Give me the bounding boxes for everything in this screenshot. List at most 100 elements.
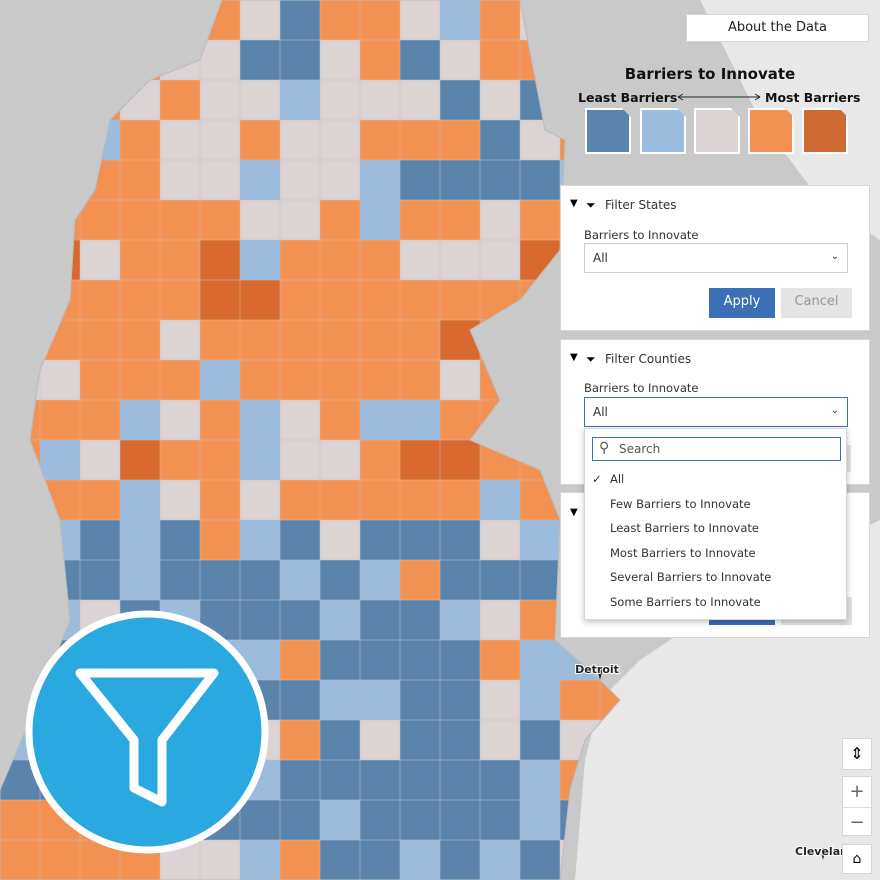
county[interactable] (159, 399, 202, 442)
collapse-icon[interactable]: ▼ (570, 507, 578, 518)
county[interactable] (319, 639, 362, 682)
county[interactable] (79, 559, 122, 602)
county[interactable] (439, 359, 482, 402)
county[interactable] (439, 599, 482, 642)
county[interactable] (439, 519, 482, 562)
county[interactable] (319, 359, 362, 402)
county[interactable] (519, 759, 562, 802)
county[interactable] (279, 39, 322, 82)
county[interactable] (319, 719, 362, 762)
county[interactable] (479, 119, 522, 162)
county[interactable] (199, 279, 242, 322)
county[interactable] (319, 319, 362, 362)
county[interactable] (119, 439, 162, 482)
county[interactable] (239, 0, 282, 42)
county[interactable] (159, 519, 202, 562)
county[interactable] (239, 399, 282, 442)
county[interactable] (239, 39, 282, 82)
search-input[interactable]: ⚲ Search (592, 437, 841, 461)
county[interactable] (279, 679, 322, 722)
county[interactable] (399, 39, 442, 82)
county[interactable] (519, 199, 562, 242)
county[interactable] (519, 839, 562, 880)
county[interactable] (359, 759, 402, 802)
county[interactable] (479, 39, 522, 82)
dropdown-option[interactable]: Some Barriers to Innovate (610, 595, 761, 609)
county[interactable] (399, 159, 442, 202)
county[interactable] (239, 439, 282, 482)
county[interactable] (79, 359, 122, 402)
county[interactable] (399, 359, 442, 402)
county[interactable] (439, 0, 482, 42)
county[interactable] (319, 839, 362, 880)
county[interactable] (119, 359, 162, 402)
select[interactable]: All ⌄ (584, 397, 848, 427)
county[interactable] (79, 479, 122, 522)
county[interactable] (159, 119, 202, 162)
county[interactable] (359, 639, 402, 682)
county[interactable] (439, 479, 482, 522)
county[interactable] (519, 679, 562, 722)
county[interactable] (239, 839, 282, 880)
county[interactable] (159, 79, 202, 122)
about-button[interactable]: About the Data (686, 14, 869, 42)
county[interactable] (319, 119, 362, 162)
county[interactable] (399, 119, 442, 162)
county[interactable] (119, 519, 162, 562)
county[interactable] (359, 839, 402, 880)
county[interactable] (199, 39, 242, 82)
county[interactable] (359, 719, 402, 762)
county[interactable] (439, 79, 482, 122)
county[interactable] (199, 519, 242, 562)
county[interactable] (399, 0, 442, 42)
county[interactable] (199, 359, 242, 402)
county[interactable] (199, 239, 242, 282)
county[interactable] (279, 439, 322, 482)
county[interactable] (399, 559, 442, 602)
county[interactable] (79, 519, 122, 562)
county[interactable] (119, 199, 162, 242)
apply-button[interactable]: Apply (709, 288, 775, 318)
county[interactable] (319, 559, 362, 602)
dropdown-option[interactable]: Least Barriers to Innovate (610, 521, 759, 536)
county[interactable] (319, 439, 362, 482)
county[interactable] (199, 159, 242, 202)
county[interactable] (399, 479, 442, 522)
county[interactable] (519, 519, 562, 562)
county[interactable] (319, 39, 362, 82)
county[interactable] (399, 799, 442, 842)
county[interactable] (359, 399, 402, 442)
county[interactable] (199, 119, 242, 162)
county[interactable] (159, 239, 202, 282)
county[interactable] (479, 559, 522, 602)
county[interactable] (79, 239, 122, 282)
county[interactable] (319, 239, 362, 282)
county[interactable] (279, 719, 322, 762)
county[interactable] (359, 799, 402, 842)
county[interactable] (439, 759, 482, 802)
county[interactable] (359, 279, 402, 322)
county[interactable] (399, 239, 442, 282)
county[interactable] (319, 519, 362, 562)
dropdown-option[interactable]: Several Barriers to Innovate (610, 570, 772, 585)
county[interactable] (279, 639, 322, 682)
county[interactable] (439, 719, 482, 762)
county[interactable] (359, 39, 402, 82)
cancel-button[interactable]: Cancel (781, 288, 852, 318)
collapse-icon[interactable]: ▼ (570, 198, 578, 209)
county[interactable] (39, 839, 82, 880)
county[interactable] (319, 479, 362, 522)
county[interactable] (119, 279, 162, 322)
county[interactable] (239, 159, 282, 202)
county[interactable] (279, 519, 322, 562)
county[interactable] (159, 319, 202, 362)
county[interactable] (479, 79, 522, 122)
county[interactable] (319, 399, 362, 442)
county[interactable] (399, 439, 442, 482)
county[interactable] (239, 279, 282, 322)
county[interactable] (519, 599, 562, 642)
county[interactable] (119, 399, 162, 442)
county[interactable] (359, 519, 402, 562)
county[interactable] (239, 479, 282, 522)
county[interactable] (239, 599, 282, 642)
